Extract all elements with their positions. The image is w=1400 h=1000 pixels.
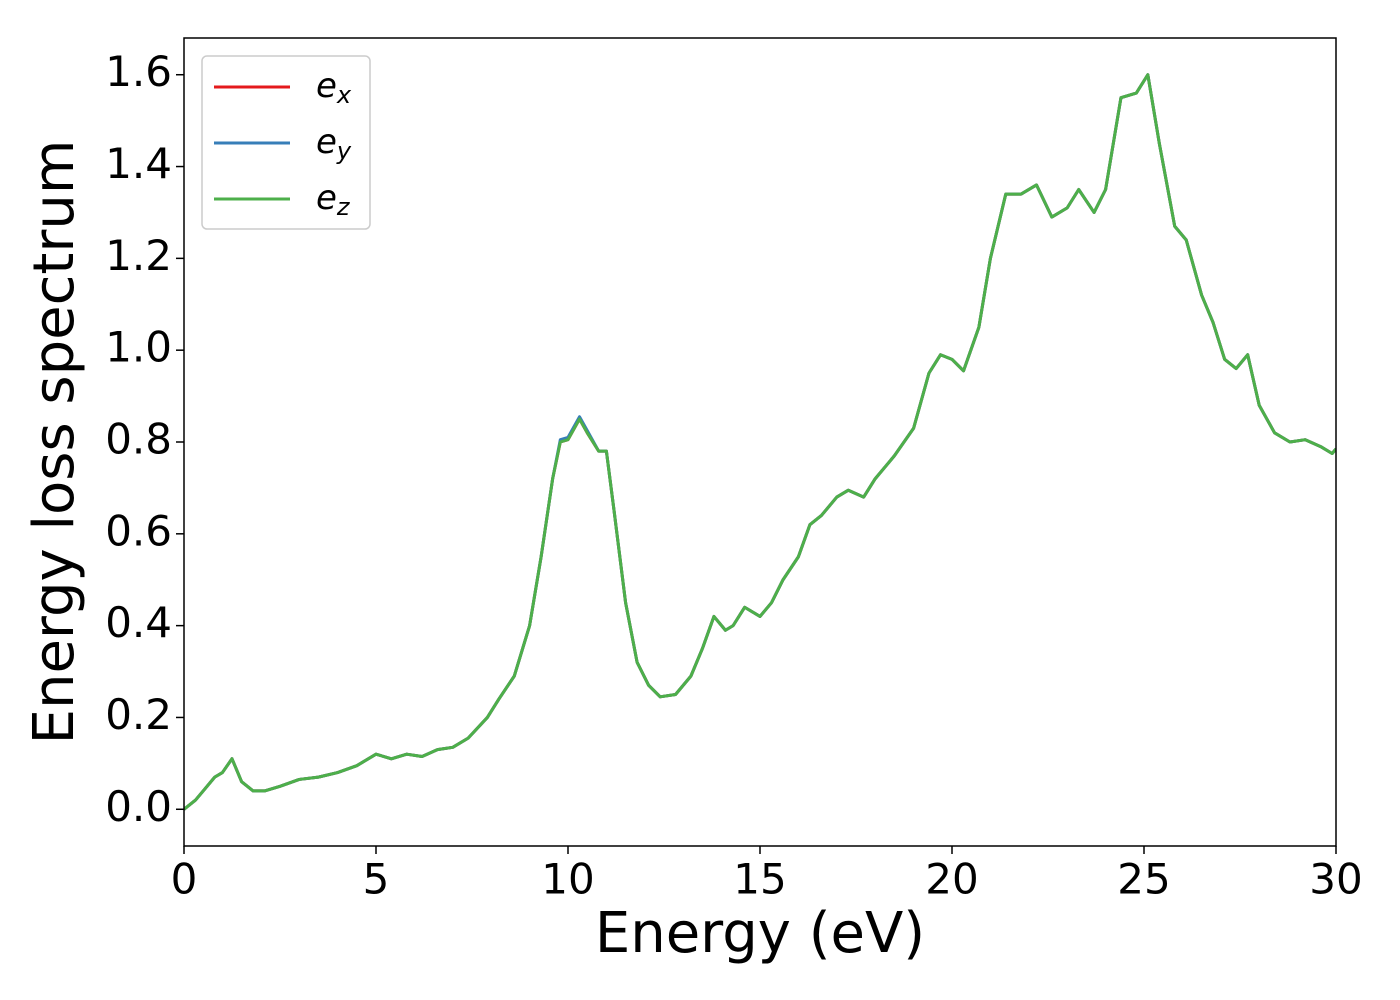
x-axis-label: Energy (eV) <box>595 901 925 966</box>
legend-label: ex <box>316 66 352 110</box>
x-tick-label: 15 <box>733 855 786 904</box>
x-tick-label: 30 <box>1309 855 1362 904</box>
legend-label: ey <box>316 122 352 166</box>
y-tick-label: 1.2 <box>105 231 172 280</box>
y-axis-label: Energy loss spectrum <box>22 140 87 745</box>
y-tick-label: 0.8 <box>105 415 172 464</box>
x-tick-label: 25 <box>1117 855 1170 904</box>
x-tick-label: 20 <box>925 855 978 904</box>
y-tick-label: 0.0 <box>105 782 172 831</box>
plot-frame <box>183 37 1337 847</box>
y-tick-label: 0.4 <box>105 598 172 647</box>
y-tick-label: 0.6 <box>105 506 172 555</box>
y-tick-label: 1.0 <box>105 323 172 372</box>
x-tick-label: 0 <box>171 855 198 904</box>
x-tick-label: 5 <box>363 855 390 904</box>
series-line <box>184 73 1336 811</box>
legend-label: ez <box>316 178 351 222</box>
x-tick-label: 10 <box>541 855 594 904</box>
y-tick-label: 1.6 <box>105 47 172 96</box>
y-tick-label: 1.4 <box>105 139 172 188</box>
y-tick-label: 0.2 <box>105 690 172 739</box>
